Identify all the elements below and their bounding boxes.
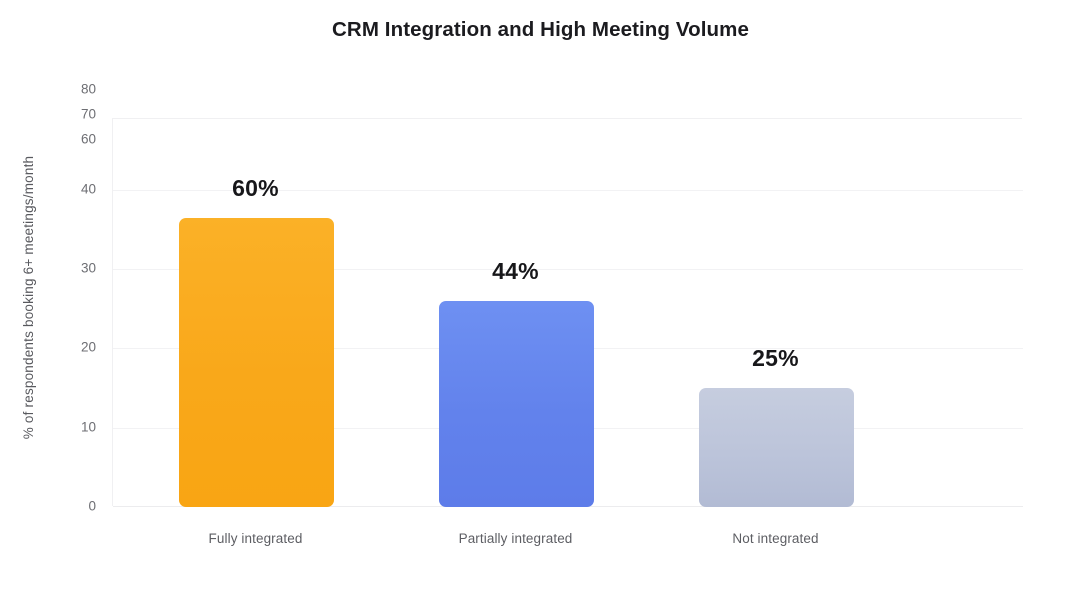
chart-title: CRM Integration and High Meeting Volume bbox=[332, 18, 749, 41]
y-axis-tick-label: 0 bbox=[88, 498, 96, 514]
y-axis-tick-label: 20 bbox=[80, 339, 96, 355]
bar-value-label: 25% bbox=[752, 345, 799, 372]
bar-value-label: 44% bbox=[492, 257, 539, 284]
y-axis-title: % of respondents booking 6+ meetings/mon… bbox=[16, 0, 42, 594]
y-axis-tick-label: 40 bbox=[80, 181, 96, 197]
x-axis-category-label: Partially integrated bbox=[458, 531, 573, 546]
gridline bbox=[113, 189, 1023, 191]
y-axis-tick-label: 70 bbox=[80, 106, 96, 122]
y-axis-tick-label: 30 bbox=[80, 260, 96, 276]
y-axis-tick-label: 80 bbox=[80, 81, 96, 97]
y-axis-title-text: % of respondents booking 6+ meetings/mon… bbox=[21, 155, 37, 439]
bar[interactable] bbox=[179, 217, 334, 507]
bar[interactable] bbox=[439, 300, 594, 507]
gridline bbox=[113, 269, 1023, 271]
bar-value-label: 60% bbox=[232, 174, 279, 201]
y-axis-tick-label: 60 bbox=[80, 131, 96, 147]
bar[interactable] bbox=[699, 388, 854, 507]
x-axis-category-label: Fully integrated bbox=[208, 531, 303, 546]
x-axis-category-label: Not integrated bbox=[732, 531, 819, 546]
plot-area bbox=[112, 118, 1023, 507]
y-axis-tick-label: 10 bbox=[80, 419, 96, 435]
